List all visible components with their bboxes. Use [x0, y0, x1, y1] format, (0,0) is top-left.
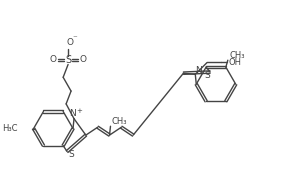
- Text: H₃C: H₃C: [2, 124, 18, 133]
- Text: S: S: [65, 55, 71, 65]
- Text: CH₃: CH₃: [112, 117, 127, 126]
- Text: N: N: [69, 109, 76, 118]
- Text: S: S: [204, 71, 210, 81]
- Text: OH: OH: [228, 58, 241, 67]
- Text: S: S: [68, 150, 74, 159]
- Text: O: O: [67, 38, 74, 47]
- Text: ⁻: ⁻: [73, 34, 78, 43]
- Text: O: O: [80, 55, 86, 64]
- Text: N: N: [195, 66, 202, 75]
- Text: +: +: [76, 108, 82, 114]
- Text: CH₃: CH₃: [230, 51, 245, 60]
- Text: O: O: [50, 55, 57, 64]
